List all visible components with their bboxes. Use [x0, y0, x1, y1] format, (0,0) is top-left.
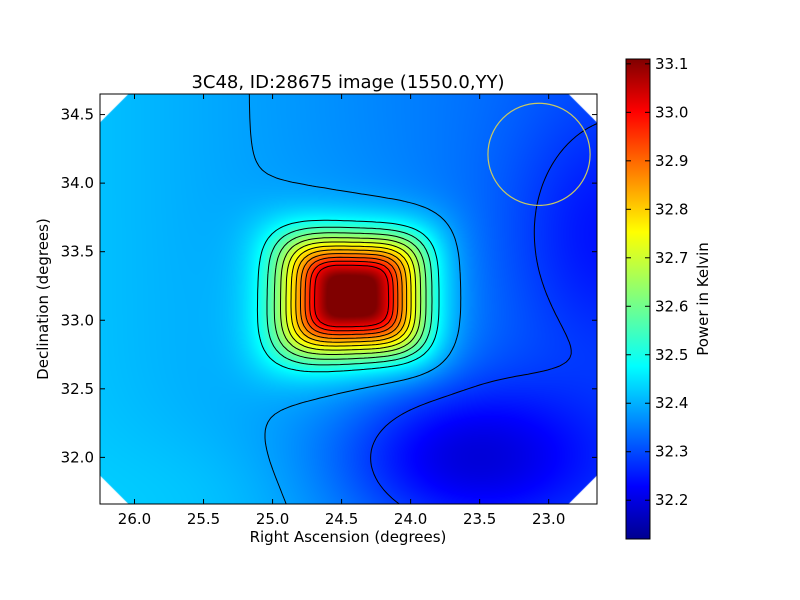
- contour-line: [273, 232, 427, 360]
- x-tick-label: 23.5: [463, 510, 496, 528]
- colorbar-tick-label: 32.9: [655, 152, 688, 170]
- colorbar-tick-label: 32.2: [655, 491, 688, 509]
- contour-line: [290, 245, 412, 347]
- x-tick-label: 23.0: [532, 510, 565, 528]
- x-axis-ticks: 26.0 25.5 25.0 24.5 24.0 23.5 23.0: [118, 94, 565, 528]
- y-tick-label: 34.5: [61, 106, 94, 124]
- contour-line: [309, 260, 394, 332]
- colorbar-tick-label: 32.4: [655, 394, 688, 412]
- y-tick-label: 33.0: [61, 311, 94, 329]
- colorbar-tick-label: 33.1: [655, 55, 688, 73]
- x-tick-label: 24.5: [325, 510, 358, 528]
- x-tick-label: 25.5: [187, 510, 220, 528]
- contour-line: [285, 241, 417, 351]
- y-tick-label: 32.0: [61, 448, 94, 466]
- beam-circle: [487, 102, 591, 207]
- y-axis-label: Declination (degrees): [34, 218, 52, 380]
- colorbar-gradient: [625, 58, 651, 540]
- x-axis-label: Right Ascension (degrees): [250, 528, 447, 546]
- y-tick-label: 32.5: [61, 380, 94, 398]
- contour-line: [295, 249, 408, 343]
- colorbar-tick-label: 32.6: [655, 297, 688, 315]
- contour-line: [266, 226, 433, 366]
- colorbar-tick-label: 33.0: [655, 103, 688, 121]
- contour-line: [370, 123, 597, 504]
- y-axis-ticks: 32.0 32.5 33.0 33.5 34.0 34.5: [61, 106, 597, 466]
- y-tick-label: 33.5: [61, 243, 94, 261]
- x-tick-label: 25.0: [256, 510, 289, 528]
- x-tick-label: 24.0: [394, 510, 427, 528]
- contour-line: [256, 219, 440, 373]
- contour-line: [314, 264, 390, 328]
- colorbar-label: Power in Kelvin: [694, 242, 712, 356]
- y-tick-label: 34.0: [61, 174, 94, 192]
- colorbar: 32.2 32.3 32.4 32.5 32.6 32.7 32.8 32.9 33.0 33.1…: [625, 55, 712, 540]
- contour-line: [304, 256, 399, 336]
- colorbar-tick-label: 32.3: [655, 443, 688, 461]
- x-tick-label: 26.0: [118, 510, 151, 528]
- contour-line: [280, 237, 422, 355]
- colorbar-ticks: 32.2 32.3 32.4 32.5 32.6 32.7 32.8 32.9 33.0 33.1: [626, 55, 688, 509]
- colorbar-tick-label: 32.7: [655, 249, 688, 267]
- contour-lines: [248, 94, 597, 504]
- contour-line: [248, 94, 462, 504]
- chart-title: 3C48, ID:28675 image (1550.0,YY): [191, 72, 504, 93]
- colorbar-tick-label: 32.5: [655, 346, 688, 364]
- colorbar-tick-label: 32.8: [655, 200, 688, 218]
- plot-frame: [99, 93, 598, 505]
- contour-line: [300, 253, 403, 339]
